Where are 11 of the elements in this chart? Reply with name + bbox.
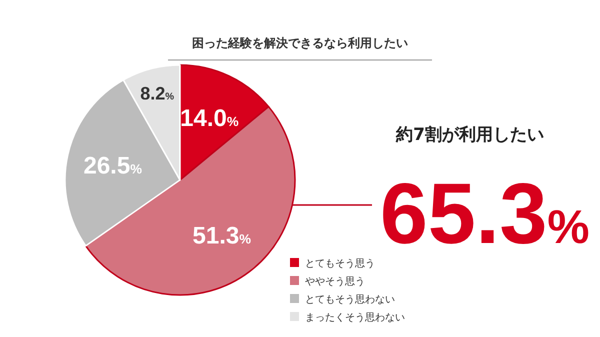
data-label: 26.5% <box>83 152 142 180</box>
legend-label: ややそう思う <box>305 276 365 288</box>
legend-label: とてもそう思わない <box>305 294 395 306</box>
text: 約7割が利用したい <box>395 125 544 145</box>
data-label: 14.0% <box>180 105 239 132</box>
legend-label: とてもそう思う <box>305 258 375 270</box>
chart-title: 困った経験を解決できるなら利用したい <box>192 36 408 50</box>
legend-label: まったくそう思わない <box>305 312 405 324</box>
text: 65.3% <box>380 166 590 262</box>
data-label: 8.2% <box>140 84 174 104</box>
data-label: 51.3% <box>192 222 252 250</box>
